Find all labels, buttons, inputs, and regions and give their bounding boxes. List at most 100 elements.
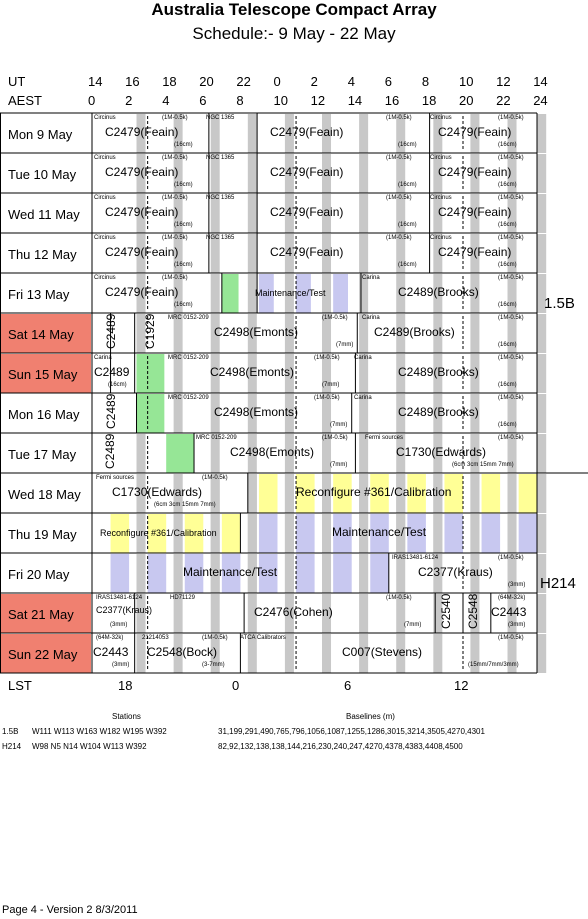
program-note: IRAS13481-6124 (392, 555, 439, 561)
day-label: Mon 9 May (8, 127, 73, 142)
night-stripe (396, 594, 406, 633)
program-name: C2479(Feain) (105, 245, 179, 259)
shaded-block (221, 554, 241, 593)
day-label: Sat 14 May (8, 327, 74, 342)
program-name: C2479(Feain) (438, 165, 512, 179)
night-stripe (359, 554, 369, 593)
ut-tick: 14 (88, 74, 103, 89)
program-note: IRAS13481-6124 (96, 595, 143, 601)
night-stripe (470, 554, 480, 593)
shaded-block (296, 274, 311, 313)
lst-tick: 0 (232, 678, 240, 693)
night-stripe (284, 354, 294, 393)
program-note: (1M-0.5k) (162, 115, 188, 121)
program-note: (64M-32k) (96, 635, 124, 641)
ut-tick: 22 (236, 74, 251, 89)
night-stripe (210, 354, 220, 393)
program-name: C2489(Brooks) (374, 325, 455, 339)
config-label: H214 (540, 575, 576, 592)
night-stripe (470, 314, 480, 353)
program-note: (1M-0.5k) (498, 555, 524, 561)
night-stripe (537, 554, 547, 593)
night-stripe (136, 114, 146, 153)
night-stripe (173, 234, 183, 273)
night-stripe (247, 514, 257, 553)
night-stripe (359, 634, 369, 673)
program-note: (1M-0.5k) (386, 595, 412, 601)
night-stripe (433, 234, 443, 273)
day-label: Tue 17 May (8, 447, 77, 462)
night-stripe (537, 114, 547, 153)
shaded-block (370, 554, 389, 593)
night-stripe (284, 434, 294, 473)
aest-label: AEST (8, 93, 42, 108)
night-stripe (537, 314, 547, 353)
night-stripe (322, 634, 332, 673)
program-note: (1M-0.5k) (314, 395, 340, 401)
program-note: (1M-0.5k) (386, 115, 412, 121)
ut-tick: 0 (273, 74, 281, 89)
program-note: MRC 0152-209 (168, 355, 209, 361)
program-name: C2377(Kraus) (418, 565, 493, 579)
page-title: Australia Telescope Compact Array (151, 0, 437, 19)
night-stripe (359, 394, 369, 433)
program-name: C007(Stevens) (342, 645, 423, 659)
night-stripe (507, 114, 517, 153)
night-stripe (396, 634, 406, 673)
shaded-block (296, 514, 315, 553)
night-stripe (359, 434, 369, 473)
night-stripe (210, 194, 220, 233)
ut-tick: 4 (347, 74, 355, 89)
aest-tick: 2 (125, 93, 133, 108)
night-stripe (284, 634, 294, 673)
night-stripe (173, 314, 183, 353)
aest-tick: 12 (310, 93, 326, 108)
shaded-block (110, 514, 130, 553)
vertical-program-label: C1929 (143, 313, 157, 349)
program-name: C2548(Bock) (147, 645, 218, 659)
program-note: Circinus (94, 195, 116, 201)
night-stripe (396, 154, 406, 193)
aest-tick: 14 (347, 93, 363, 108)
program-note: NGC 1365 (206, 115, 235, 121)
program-note: NGC 1365 (206, 155, 235, 161)
shaded-block (184, 514, 204, 553)
night-stripe (507, 434, 517, 473)
night-stripe (433, 314, 443, 353)
program-note: (1M-0.5k) (162, 235, 188, 241)
night-stripe (284, 554, 294, 593)
vertical-program-label: C2540 (439, 593, 453, 629)
program-note: Circinus (430, 195, 452, 201)
night-stripe (433, 554, 443, 593)
day-label: Thu 19 May (8, 527, 77, 542)
night-stripe (284, 474, 294, 513)
night-stripe (322, 354, 332, 393)
night-stripe (433, 114, 443, 153)
night-stripe (359, 594, 369, 633)
aest-tick: 4 (162, 93, 170, 108)
program-note: (16cm) (398, 142, 417, 148)
program-note: MRC 0152-209 (196, 435, 237, 441)
program-note: (1M-0.5k) (498, 235, 524, 241)
program-note: (6cm 3cm 15mm 7mm) (452, 462, 514, 468)
aest-tick: 16 (384, 93, 400, 108)
program-note: Circinus (94, 155, 116, 161)
night-stripe (247, 114, 257, 153)
night-stripe (322, 194, 332, 233)
night-stripe (322, 394, 332, 433)
program-note: (3-7mm) (202, 662, 225, 668)
lst-label: LST (8, 678, 32, 693)
program-note: (1M-0.5k) (322, 435, 348, 441)
shaded-block (110, 554, 130, 593)
program-note: (1M-0.5k) (202, 475, 228, 481)
shaded-block (147, 514, 167, 553)
program-note: 21214053 (142, 635, 169, 641)
program-note: (7mm) (404, 622, 422, 628)
program-note: ATCA Calibrators (240, 635, 286, 641)
program-note: MRC 0152-209 (168, 395, 209, 401)
night-stripe (359, 154, 369, 193)
program-note: Circinus (94, 235, 116, 241)
program-name: C2498(Emonts) (210, 365, 295, 379)
night-stripe (322, 274, 332, 313)
night-stripe (284, 314, 294, 353)
